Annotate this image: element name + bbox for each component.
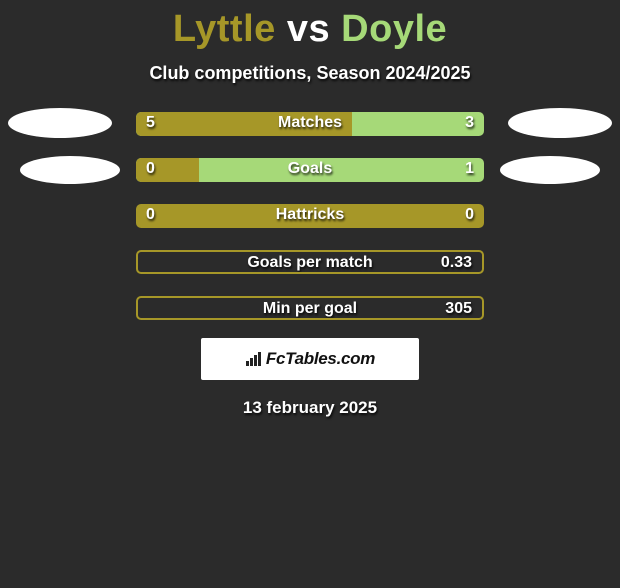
subtitle: Club competitions, Season 2024/2025 (0, 63, 620, 84)
stat-right-value: 0.33 (441, 254, 472, 272)
title-player2: Doyle (341, 8, 447, 50)
title-player1: Lyttle (173, 8, 276, 50)
stat-right-value: 1 (465, 160, 474, 178)
player2-avatar (508, 108, 612, 138)
stat-left-value: 0 (146, 160, 155, 178)
player1-avatar (8, 108, 112, 138)
stat-bar-left-segment (136, 112, 352, 136)
stat-label: Goals per match (138, 254, 482, 272)
stat-label: Min per goal (138, 300, 482, 318)
stat-left-value: 0 (146, 206, 155, 224)
stat-rows: 5Matches30Goals10Hattricks0Goals per mat… (0, 102, 620, 332)
source-badge-text: FcTables.com (266, 349, 375, 369)
stat-right-value: 305 (445, 300, 472, 318)
source-badge: FcTables.com (201, 338, 419, 380)
stat-bar: Goals per match0.33 (136, 250, 484, 274)
stat-row: 0Goals1 (0, 148, 620, 194)
stat-right-value: 3 (465, 114, 474, 132)
stat-left-value: 5 (146, 114, 155, 132)
stat-bar: 5Matches3 (136, 112, 484, 136)
player2-avatar (500, 156, 600, 184)
player1-avatar (20, 156, 120, 184)
stat-right-value: 0 (465, 206, 474, 224)
stat-bar: 0Hattricks0 (136, 204, 484, 228)
comparison-title: Lyttle vs Doyle (0, 8, 620, 51)
bar-chart-icon (245, 351, 263, 367)
stat-row: 0Hattricks0 (0, 194, 620, 240)
stat-row: 5Matches3 (0, 102, 620, 148)
stat-bar: Min per goal305 (136, 296, 484, 320)
stat-row: Min per goal305 (0, 286, 620, 332)
stat-row: Goals per match0.33 (0, 240, 620, 286)
stat-bar: 0Goals1 (136, 158, 484, 182)
footer-date: 13 february 2025 (0, 398, 620, 418)
title-vs: vs (287, 8, 330, 50)
stat-label: Hattricks (136, 206, 484, 224)
